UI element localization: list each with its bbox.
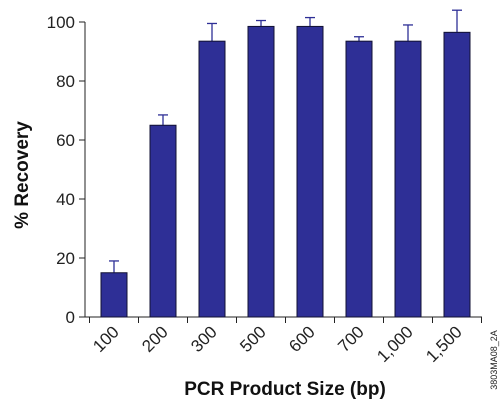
x-axis-title: PCR Product Size (bp) <box>184 379 386 400</box>
x-tick-label: 1,000 <box>373 322 417 366</box>
bars <box>100 9 471 318</box>
x-tick-label: 700 <box>334 322 367 355</box>
x-axis: 100 200 300 500 600 700 1,000 1,500 <box>85 316 482 366</box>
bar <box>149 124 177 318</box>
y-tick-label: 100 <box>47 13 75 32</box>
x-tick-label: 300 <box>187 322 220 355</box>
figure-code: 3803MA08_2A <box>489 330 499 390</box>
y-tick-label: 60 <box>56 131 75 150</box>
y-axis: 0 20 40 60 80 100 <box>47 13 86 327</box>
bar <box>296 25 324 318</box>
y-tick-label: 20 <box>56 249 75 268</box>
y-tick-label: 40 <box>56 190 75 209</box>
x-tick-label: 100 <box>89 322 122 355</box>
x-tick-label: 500 <box>236 322 269 355</box>
bar <box>100 272 128 318</box>
y-tick-label: 0 <box>66 308 75 327</box>
x-tick-label: 1,500 <box>422 322 466 366</box>
bar <box>198 40 226 318</box>
bar <box>394 40 422 318</box>
y-tick-label: 80 <box>56 72 75 91</box>
x-tick-label: 200 <box>138 322 171 355</box>
bar <box>247 25 275 318</box>
x-tick-label: 600 <box>285 322 318 355</box>
bar <box>443 31 471 318</box>
y-axis-title: % Recovery <box>12 121 33 229</box>
bar <box>345 40 373 318</box>
